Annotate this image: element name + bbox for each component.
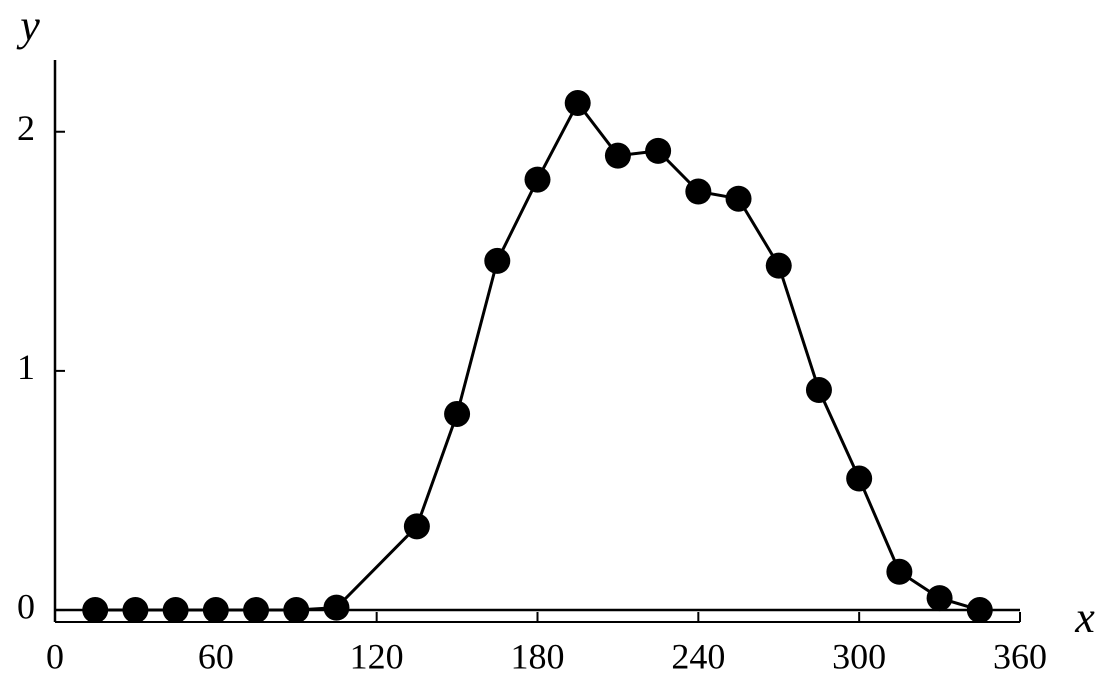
data-point [805, 377, 832, 404]
data-point [966, 597, 993, 624]
data-point [122, 597, 149, 624]
data-point [444, 400, 471, 427]
data-point [524, 166, 551, 193]
y-tick-label: 2 [17, 108, 35, 148]
x-tick-label: 240 [671, 636, 725, 676]
data-point [82, 597, 109, 624]
data-point [243, 597, 270, 624]
data-point [765, 252, 792, 279]
x-tick-label: 180 [511, 636, 565, 676]
y-tick-label: 1 [17, 347, 35, 387]
x-tick-label: 300 [832, 636, 886, 676]
data-point [685, 178, 712, 205]
data-point [162, 597, 189, 624]
data-point [202, 597, 229, 624]
data-line [95, 100, 981, 612]
y-axis-label: y [16, 1, 40, 50]
x-tick-label: 360 [993, 636, 1047, 676]
data-point [645, 137, 672, 164]
data-point [564, 90, 591, 117]
data-point [403, 513, 430, 540]
data-point [846, 465, 873, 492]
data-point [926, 585, 953, 612]
data-point [604, 142, 631, 169]
data-point [886, 558, 913, 585]
x-tick-label: 60 [198, 636, 234, 676]
x-tick-label: 0 [46, 636, 64, 676]
x-axis-label: x [1074, 593, 1095, 642]
x-tick-label: 120 [350, 636, 404, 676]
data-point [283, 597, 310, 624]
data-point [725, 185, 752, 212]
y-tick-label: 0 [17, 586, 35, 626]
data-point [323, 594, 350, 621]
data-point [484, 247, 511, 274]
